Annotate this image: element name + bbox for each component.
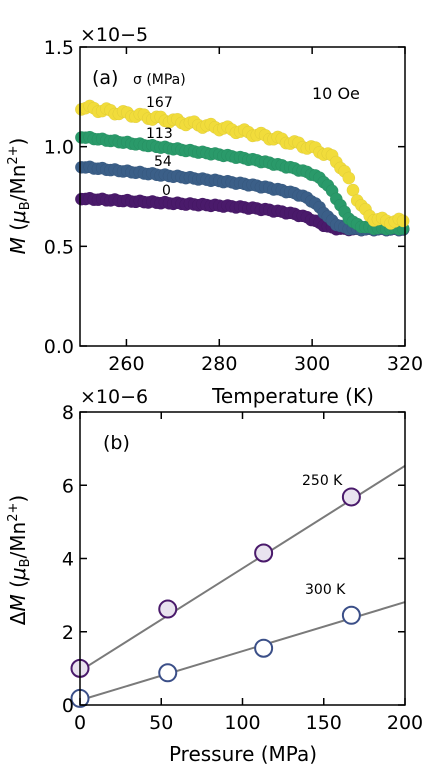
y-tick-label: 1.5 xyxy=(44,37,74,59)
x-tick-label: 200 xyxy=(387,712,423,734)
series-label-0: 0 xyxy=(162,183,171,199)
series-label-250k: 250 K xyxy=(302,473,343,489)
data-point xyxy=(341,487,361,507)
panel-a: 260 280 300 320 0.0 0.5 1.0 1.5 ×10−5 (a) σ (MP… xyxy=(6,24,423,408)
panel-a-legend-title: σ (MPa) xyxy=(133,72,186,88)
x-tick-label: 150 xyxy=(306,712,342,734)
data-point xyxy=(158,663,178,683)
y-tick-label: 0.5 xyxy=(44,236,74,258)
series-167-mpa xyxy=(74,99,410,230)
panel-b-multiplier: ×10−6 xyxy=(80,386,148,408)
series-label-167: 167 xyxy=(146,95,173,111)
panel-a-y-axis-label: M (μB/Mn2+) xyxy=(6,138,33,255)
data-point xyxy=(341,605,361,625)
x-tick-label: 100 xyxy=(224,712,260,734)
y-tick-label: 2 xyxy=(62,622,74,644)
y-tick-label: 6 xyxy=(62,475,74,497)
panel-a-multiplier: ×10−5 xyxy=(80,24,148,46)
data-point xyxy=(396,214,410,228)
panel-b-frame xyxy=(79,411,406,706)
x-tick-label: 280 xyxy=(201,353,237,375)
panel-a-label: (a) xyxy=(92,67,118,89)
panel-b-marks xyxy=(70,464,406,708)
series-300-k xyxy=(70,601,406,708)
x-tick-label: 0 xyxy=(74,712,86,734)
panel-b-label: (b) xyxy=(103,432,130,454)
panel-b-x-axis-label: Pressure (MPa) xyxy=(169,742,317,766)
series-label-54: 54 xyxy=(154,154,172,170)
series-label-113: 113 xyxy=(146,126,173,142)
panel-a-ticks: 260 280 300 320 0.0 0.5 1.0 1.5 xyxy=(44,37,423,375)
y-tick-label: 8 xyxy=(62,402,74,424)
panel-b-y-axis-label: ΔM (μB/Mn2+) xyxy=(6,495,33,625)
data-point xyxy=(342,171,356,185)
panel-a-frame xyxy=(79,46,406,347)
panel-a-field-annotation: 10 Oe xyxy=(312,84,360,103)
x-tick-label: 50 xyxy=(149,712,173,734)
data-point xyxy=(254,543,274,563)
series-label-300k: 300 K xyxy=(305,582,346,598)
y-tick-label: 0 xyxy=(62,695,74,717)
panel-a-x-axis-label: Temperature (K) xyxy=(211,384,374,408)
x-tick-label: 320 xyxy=(387,353,423,375)
data-point xyxy=(158,599,178,619)
series-113-mpa xyxy=(74,130,410,236)
panel-a-marks xyxy=(74,99,410,237)
data-point xyxy=(254,638,274,658)
x-tick-label: 300 xyxy=(294,353,330,375)
series-250-k xyxy=(70,464,406,678)
x-tick-label: 260 xyxy=(108,353,144,375)
y-tick-label: 0.0 xyxy=(44,336,74,358)
panel-b-ticks: 0 50 100 150 200 0 2 4 6 8 xyxy=(62,402,423,734)
y-tick-label: 1.0 xyxy=(44,137,74,159)
y-tick-label: 4 xyxy=(62,549,74,571)
